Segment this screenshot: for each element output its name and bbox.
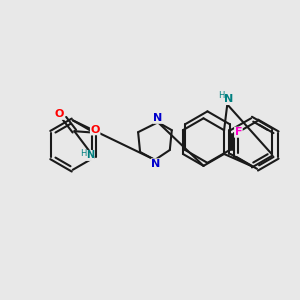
Text: H: H: [80, 149, 86, 158]
Text: O: O: [91, 125, 100, 135]
Text: N: N: [224, 94, 233, 104]
Text: F: F: [235, 127, 242, 137]
Text: H: H: [218, 91, 224, 100]
Text: N: N: [153, 113, 163, 123]
Text: N: N: [86, 150, 94, 161]
Text: O: O: [55, 109, 64, 119]
Text: N: N: [151, 159, 160, 169]
